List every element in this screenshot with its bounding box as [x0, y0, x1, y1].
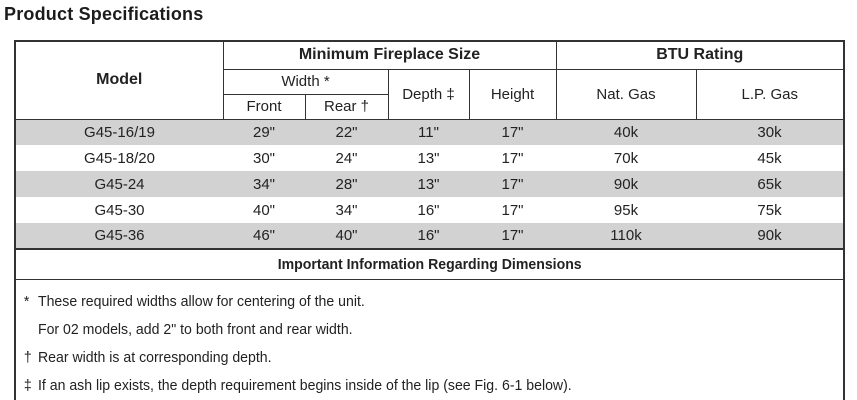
rear-column-header: Rear † [304, 93, 389, 120]
cell-model: G45-36 [15, 223, 223, 249]
page-title: Product Specifications [4, 4, 204, 24]
cell-height: 17" [469, 119, 557, 145]
cell-lp-gas: 90k [696, 223, 845, 249]
table-row: G45-30 40" 34" 16" 17" 95k 75k [15, 197, 844, 223]
table-row: G45-16/19 29" 22" 11" 17" 40k 30k [15, 119, 845, 145]
cell-nat-gas: 40k [556, 119, 697, 145]
header-row-groups: Model Minimum Fireplace Size BTU Rating [14, 40, 845, 120]
table-row: G45-18/20 30" 24" 13" 17" 70k 45k [15, 145, 844, 171]
width-column-header: Width * [222, 68, 389, 95]
depth-column-header: Depth ‡ [387, 68, 470, 120]
header-row-width: Width * Depth ‡ Height Nat. Gas L.P. Gas [15, 68, 845, 120]
cell-front: 40" [252, 201, 275, 219]
footnote-line: For 02 models, add 2" to both front and … [22, 316, 837, 344]
cell-height: 17" [469, 171, 557, 197]
cell-height: 17" [469, 223, 557, 249]
footnotes-row: * These required widths allow for centeri… [15, 279, 845, 400]
footnote-line: † Rear width is at corresponding depth. [22, 344, 837, 372]
footnote-marker: ‡ [23, 376, 32, 394]
cell-height: 17" [501, 201, 524, 219]
header-row-front-rear: Front Rear † [15, 93, 844, 120]
height-column-header: Height [468, 68, 557, 120]
cell-nat-gas: 70k [613, 149, 639, 167]
product-specifications-table: Model Minimum Fireplace Size BTU Rating … [14, 40, 846, 400]
table-row: G45-24 34" 28" 13" 17" 90k 65k [15, 171, 845, 197]
footnote-text: Rear width is at corresponding depth. [37, 348, 272, 366]
cell-front: 30" [252, 149, 275, 167]
model-column-header: Model [14, 40, 224, 120]
cell-depth: 13" [388, 171, 469, 197]
cell-front: 46" [223, 223, 305, 249]
info-header-text: Important Information Regarding Dimensio… [277, 255, 582, 273]
cell-depth: 16" [388, 223, 469, 249]
cell-depth: 11" [388, 119, 469, 145]
table-row: G45-36 46" 40" 16" 17" 110k 90k [15, 223, 845, 249]
footnote-marker: * [23, 292, 30, 310]
cell-model: G45-30 [94, 201, 145, 219]
footnote-text: If an ash lip exists, the depth requirem… [37, 376, 572, 394]
cell-rear: 34" [335, 201, 358, 219]
footnotes-cell: * These required widths allow for centeri… [15, 279, 845, 400]
cell-rear: 40" [305, 223, 388, 249]
nat-gas-column-header: Nat. Gas [555, 68, 697, 120]
cell-nat-gas: 110k [556, 223, 697, 249]
table-body: G45-16/19 29" 22" 11" 17" 40k 30k G45-18… [15, 119, 845, 249]
footnote-text: For 02 models, add 2" to both front and … [37, 320, 353, 338]
cell-front: 34" [223, 171, 305, 197]
cell-nat-gas: 90k [556, 171, 697, 197]
cell-model: G45-16/19 [15, 119, 223, 145]
info-header-row: Important Information Regarding Dimensio… [15, 248, 845, 280]
table-header: Model Minimum Fireplace Size BTU Rating … [14, 40, 845, 120]
cell-rear: 24" [335, 149, 358, 167]
table-footer: Important Information Regarding Dimensio… [15, 248, 845, 400]
footnote-marker: † [23, 348, 32, 366]
btu-rating-header: BTU Rating [555, 40, 845, 70]
cell-depth: 13" [417, 149, 440, 167]
cell-model: G45-18/20 [84, 149, 155, 167]
cell-rear: 28" [305, 171, 388, 197]
min-fireplace-size-header: Minimum Fireplace Size [222, 40, 557, 70]
cell-lp-gas: 45k [757, 149, 782, 167]
info-header-cell: Important Information Regarding Dimensio… [15, 248, 845, 280]
cell-nat-gas: 95k [613, 201, 639, 219]
cell-lp-gas: 75k [757, 201, 782, 219]
footnote-text: These required widths allow for centerin… [37, 292, 365, 310]
lp-gas-column-header: L.P. Gas [695, 68, 845, 120]
footnote-line: ‡ If an ash lip exists, the depth require… [22, 372, 837, 400]
front-column-header: Front [222, 93, 306, 120]
cell-lp-gas: 30k [696, 119, 845, 145]
cell-depth: 16" [417, 201, 440, 219]
cell-lp-gas: 65k [696, 171, 845, 197]
cell-front: 29" [223, 119, 305, 145]
cell-model: G45-24 [15, 171, 223, 197]
cell-height: 17" [501, 149, 524, 167]
cell-rear: 22" [305, 119, 388, 145]
footnote-line: * These required widths allow for centeri… [22, 288, 837, 316]
